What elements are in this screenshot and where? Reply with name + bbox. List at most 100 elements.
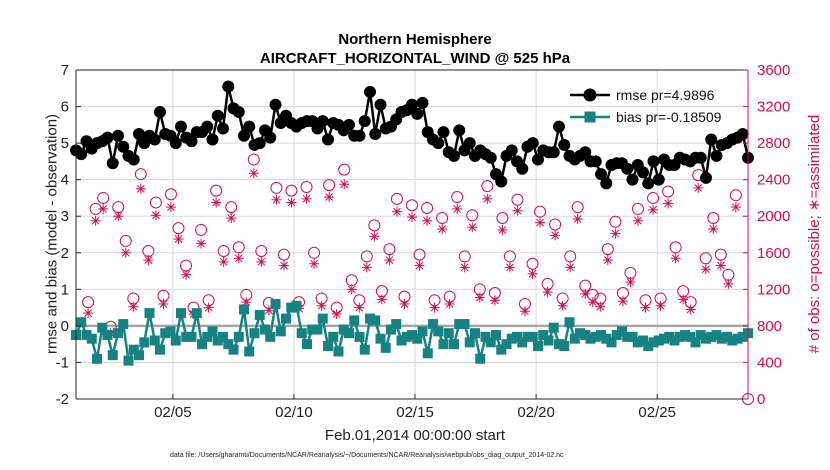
- obs-assimilated-marker: [685, 304, 696, 315]
- y-right-tick-label: 2400: [757, 172, 790, 189]
- bias-point: [254, 309, 265, 320]
- bias-point: [359, 344, 370, 355]
- obs-possible-marker: [647, 191, 660, 204]
- obs-possible-marker: [82, 296, 95, 309]
- obs-possible-marker: [421, 201, 434, 214]
- bias-point: [328, 331, 339, 342]
- bias-point: [459, 319, 470, 330]
- bias-point: [585, 333, 596, 344]
- rmse-point: [637, 166, 649, 179]
- obs-assimilated-marker: [678, 294, 689, 305]
- obs-assimilated-marker: [535, 217, 546, 228]
- rmse-point: [600, 177, 613, 190]
- obs-assimilated-marker: [324, 192, 335, 203]
- rmse-point: [553, 120, 565, 133]
- obs-possible-marker: [729, 189, 742, 202]
- obs-possible-marker: [624, 266, 637, 279]
- bias-point: [365, 313, 375, 324]
- obs-possible-marker: [134, 168, 147, 181]
- rmse-point: [185, 135, 198, 148]
- obs-assimilated-marker: [83, 308, 94, 319]
- obs-assimilated-marker: [422, 215, 433, 226]
- rmse-point: [358, 115, 371, 128]
- y-right-tick-label: 3200: [757, 99, 790, 116]
- obs-possible-marker: [549, 218, 562, 231]
- bias-point: [622, 331, 633, 342]
- obs-assimilated-marker: [730, 202, 741, 213]
- bias-point: [102, 330, 113, 341]
- obs-assimilated-marker: [331, 309, 342, 320]
- axes-frame: [75, 69, 749, 400]
- chart-title-line1: Northern Hemisphere: [338, 31, 492, 48]
- rmse-point: [117, 140, 130, 153]
- rmse-point: [700, 171, 712, 184]
- obs-assimilated-marker: [602, 255, 613, 266]
- bias-point: [81, 330, 92, 341]
- bias-point: [611, 330, 622, 341]
- rmse-point: [705, 133, 718, 146]
- obs-assimilated-marker: [610, 228, 621, 239]
- x-tick-label: 02/05: [154, 404, 192, 421]
- bias-point: [617, 326, 627, 337]
- bias-point: [386, 324, 396, 335]
- rmse-point: [505, 144, 518, 157]
- obs-assimilated-marker: [135, 183, 146, 194]
- obs-assimilated-marker: [150, 210, 161, 221]
- bias-point: [260, 324, 270, 335]
- rmse-point: [211, 109, 224, 122]
- bias-point: [302, 339, 312, 350]
- y-right-tick-label: 0: [757, 391, 765, 408]
- y-left-tick-label: 3: [61, 208, 69, 225]
- obs-assimilated-marker: [309, 258, 320, 269]
- obs-assimilated-marker: [444, 298, 455, 309]
- obs-assimilated-marker: [226, 213, 237, 224]
- obs-assimilated-marker: [316, 300, 327, 311]
- tick-labels: -2 -1 0 1 2 3 4 5 6 7 0 400 800 1200 1600 2000 2400 2800 3…: [56, 62, 791, 421]
- obs-assimilated-marker: [557, 300, 568, 311]
- bias-point: [464, 337, 475, 348]
- bias-point: [506, 333, 517, 344]
- obs-assimilated-marker: [565, 262, 576, 273]
- obs-possible-marker: [631, 202, 644, 215]
- obs-assimilated-marker: [173, 234, 184, 245]
- bias-point: [275, 326, 286, 337]
- obs-assimilated-marker: [414, 260, 425, 271]
- obs-assimilated-marker: [482, 193, 493, 204]
- obs-possible-marker: [97, 191, 110, 204]
- bias-point: [207, 326, 218, 337]
- bias-point: [170, 335, 181, 346]
- bias-point: [239, 304, 249, 315]
- obs-assimilated-marker: [497, 224, 508, 235]
- obs-assimilated-marker: [143, 255, 154, 266]
- bias-point: [669, 335, 680, 346]
- obs-possible-marker: [534, 205, 547, 218]
- obs-possible-marker: [164, 188, 177, 201]
- obs-assimilated-marker: [648, 204, 659, 215]
- rmse-point: [112, 129, 124, 142]
- obs-assimilated-marker: [708, 224, 719, 235]
- rmse-point: [652, 173, 665, 186]
- obs-possible-marker: [323, 179, 336, 192]
- rmse-point: [238, 129, 250, 142]
- obs-assimilated-marker: [233, 253, 244, 264]
- bias-point: [296, 328, 307, 339]
- x-tick-label: 02/20: [517, 404, 555, 421]
- obs-assimilated-marker: [617, 296, 628, 307]
- bias-point: [580, 330, 591, 341]
- bias-point: [118, 319, 129, 330]
- bias-point: [664, 331, 675, 342]
- y-left-tick-label: 2: [61, 245, 69, 262]
- bias-point: [564, 317, 575, 328]
- y-right-tick-label: 2800: [757, 135, 790, 152]
- bias-point: [249, 328, 260, 339]
- obs-assimilated-marker: [723, 278, 734, 289]
- bias-point: [559, 340, 570, 351]
- bias-point: [349, 315, 360, 326]
- bias-point: [312, 324, 323, 335]
- obs-assimilated-marker: [301, 193, 312, 204]
- bias-point: [375, 333, 386, 344]
- obs-assimilated-marker: [278, 260, 289, 271]
- bias-point: [317, 313, 328, 324]
- obs-possible-marker: [308, 246, 321, 259]
- obs-assimilated-marker: [715, 260, 726, 271]
